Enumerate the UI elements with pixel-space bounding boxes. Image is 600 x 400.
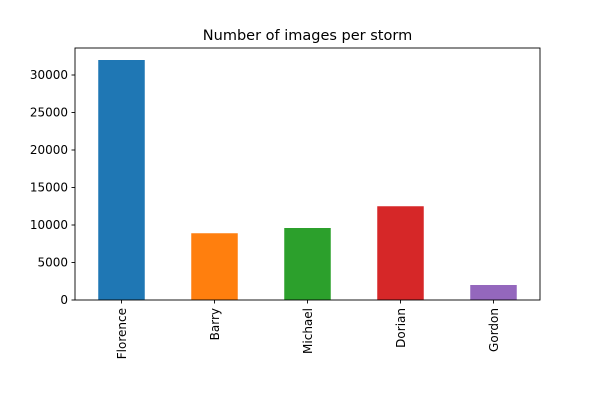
x-tick-label-michael: Michael (301, 308, 315, 354)
chart-title: Number of images per storm (203, 28, 412, 44)
x-tick-label-florence: Florence (115, 308, 129, 359)
y-tick-label-10000: 10000 (30, 218, 68, 232)
x-tick-label-gordon: Gordon (487, 308, 501, 352)
y-tick-label-25000: 25000 (30, 106, 68, 120)
bar-gordon (470, 285, 517, 300)
y-tick-label-15000: 15000 (30, 181, 68, 195)
bar-florence (98, 60, 145, 300)
bar-michael (284, 228, 331, 300)
plot-area: 0 5000 10000 15000 20000 25000 30000 Florence Ba… (30, 47, 541, 359)
y-tick-label-30000: 30000 (30, 68, 68, 82)
bar-dorian (377, 206, 424, 300)
y-tick-label-5000: 5000 (37, 256, 68, 270)
x-tick-label-barry: Barry (208, 308, 222, 340)
y-tick-label-20000: 20000 (30, 143, 68, 157)
x-tick-label-dorian: Dorian (394, 308, 408, 348)
bar-barry (191, 233, 238, 300)
y-tick-label-0: 0 (60, 293, 68, 307)
